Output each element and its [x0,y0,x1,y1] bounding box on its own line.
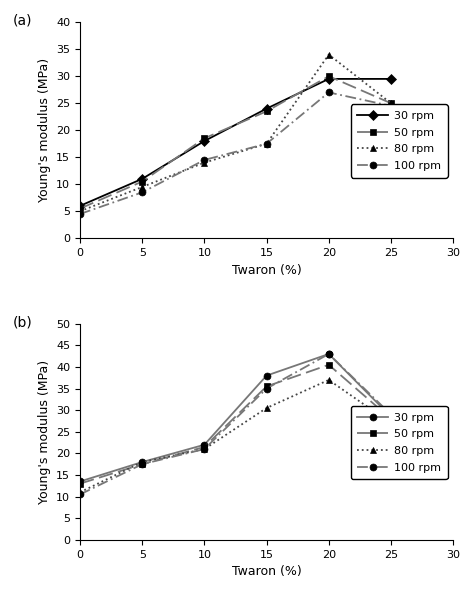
X-axis label: Twaron (%): Twaron (%) [232,565,301,578]
Legend: 30 rpm, 50 rpm, 80 rpm, 100 rpm: 30 rpm, 50 rpm, 80 rpm, 100 rpm [351,406,447,480]
X-axis label: Twaron (%): Twaron (%) [232,263,301,276]
Text: (a): (a) [13,14,32,28]
Y-axis label: Young's modulus (MPa): Young's modulus (MPa) [37,58,51,202]
Y-axis label: Young's modulus (MPa): Young's modulus (MPa) [37,360,51,504]
Legend: 30 rpm, 50 rpm, 80 rpm, 100 rpm: 30 rpm, 50 rpm, 80 rpm, 100 rpm [351,104,447,178]
Text: (b): (b) [13,315,33,329]
